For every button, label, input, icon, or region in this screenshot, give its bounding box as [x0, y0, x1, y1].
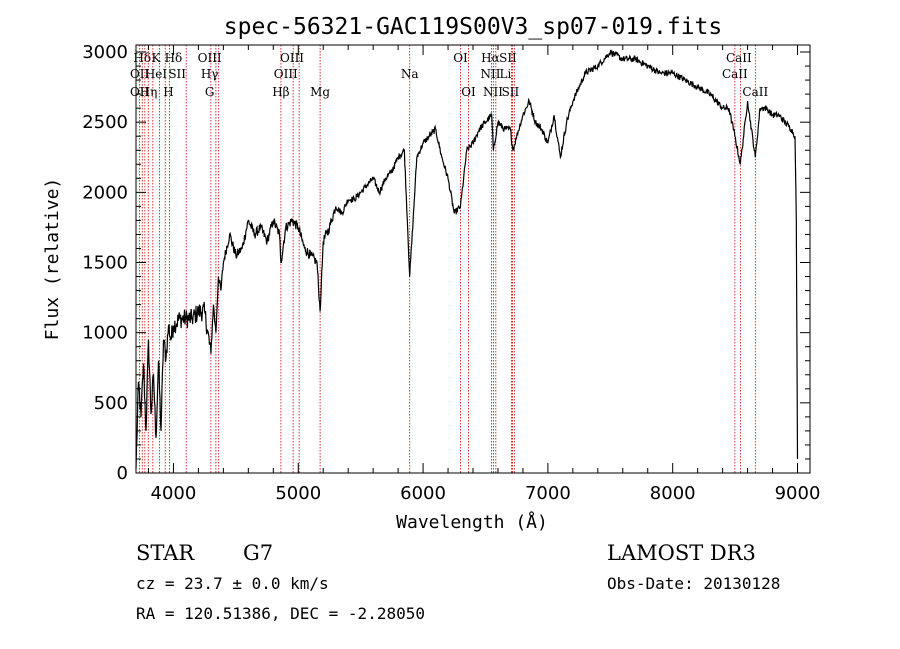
marker-label-2-8: SII	[502, 85, 520, 99]
y-tick-label-3: 1500	[82, 253, 128, 274]
plot-frame	[135, 44, 811, 474]
x-tick-label-4: 8000	[650, 483, 696, 504]
x-tick-label-5: 9000	[775, 483, 821, 504]
survey-label: LAMOST DR3	[607, 541, 756, 565]
marker-label-0-7: SII	[499, 51, 517, 65]
x-tick-label-3: 7000	[525, 483, 571, 504]
marker-label-1-1: HeI	[145, 67, 168, 81]
marker-label-0-4: OIII	[280, 51, 304, 65]
marker-lines	[138, 45, 756, 473]
marker-label-2-9: CaII	[742, 85, 768, 99]
marker-label-1-3: Hγ	[201, 67, 219, 81]
x-axis-ticks: 4000 5000 6000 7000 8000 9000	[147, 45, 821, 504]
marker-label-0-8: CaII	[726, 51, 752, 65]
marker-label-0-3: OIII	[198, 51, 222, 65]
marker-label-1-0: OII	[130, 67, 150, 81]
subclass-label: G7	[243, 541, 273, 565]
x-tick-label-0: 4000	[151, 483, 197, 504]
y-tick-label-4: 2000	[82, 182, 128, 203]
marker-label-0-0: Hδ	[133, 51, 151, 65]
marker-label-0-5: OI	[453, 51, 468, 65]
marker-label-1-4: OIII	[274, 67, 298, 81]
y-tick-label-5: 2500	[82, 112, 128, 133]
marker-label-0-2: Hδ	[165, 51, 183, 65]
class-label: STAR	[136, 541, 195, 565]
radec-text: RA = 120.51386, DEC = -2.28050	[136, 604, 425, 623]
marker-label-0-1: K	[151, 51, 161, 65]
marker-label-0-6: Hα	[481, 51, 500, 65]
marker-label-2-6: OI	[461, 85, 476, 99]
cz-text: cz = 23.7 ± 0.0 km/s	[136, 574, 329, 593]
marker-label-2-4: Hβ	[272, 85, 289, 99]
obs-date-text: Obs-Date: 20130128	[607, 574, 780, 593]
marker-label-2-1: Hη	[140, 85, 158, 99]
x-tick-label-1: 5000	[275, 483, 321, 504]
marker-label-1-7: Li	[500, 67, 512, 81]
marker-label-1-5: Na	[401, 67, 419, 81]
x-tick-label-2: 6000	[400, 483, 446, 504]
marker-label-2-5: Mg	[310, 85, 330, 99]
marker-label-2-2: H	[163, 85, 173, 99]
marker-label-1-2: SII	[168, 67, 186, 81]
marker-label-2-3: G	[205, 85, 215, 99]
y-tick-label-0: 0	[117, 463, 128, 484]
marker-label-1-6: NII	[480, 67, 500, 81]
y-tick-label-6: 3000	[82, 42, 128, 63]
y-axis-label: Flux (relative)	[42, 178, 63, 341]
y-axis-ticks: 0 500 1000 1500 2000 2500 3000	[82, 42, 810, 484]
marker-label-2-0: OII	[130, 85, 150, 99]
marker-label-1-8: CaII	[722, 67, 748, 81]
y-tick-label-2: 1000	[82, 323, 128, 344]
marker-label-2-7: NII	[483, 85, 503, 99]
spectrum-line	[135, 49, 799, 469]
chart-title: spec-56321-GAC119S00V3_sp07-019.fits	[224, 14, 723, 40]
y-tick-label-1: 500	[94, 393, 128, 414]
x-axis-label: Wavelength (Å)	[396, 511, 548, 533]
